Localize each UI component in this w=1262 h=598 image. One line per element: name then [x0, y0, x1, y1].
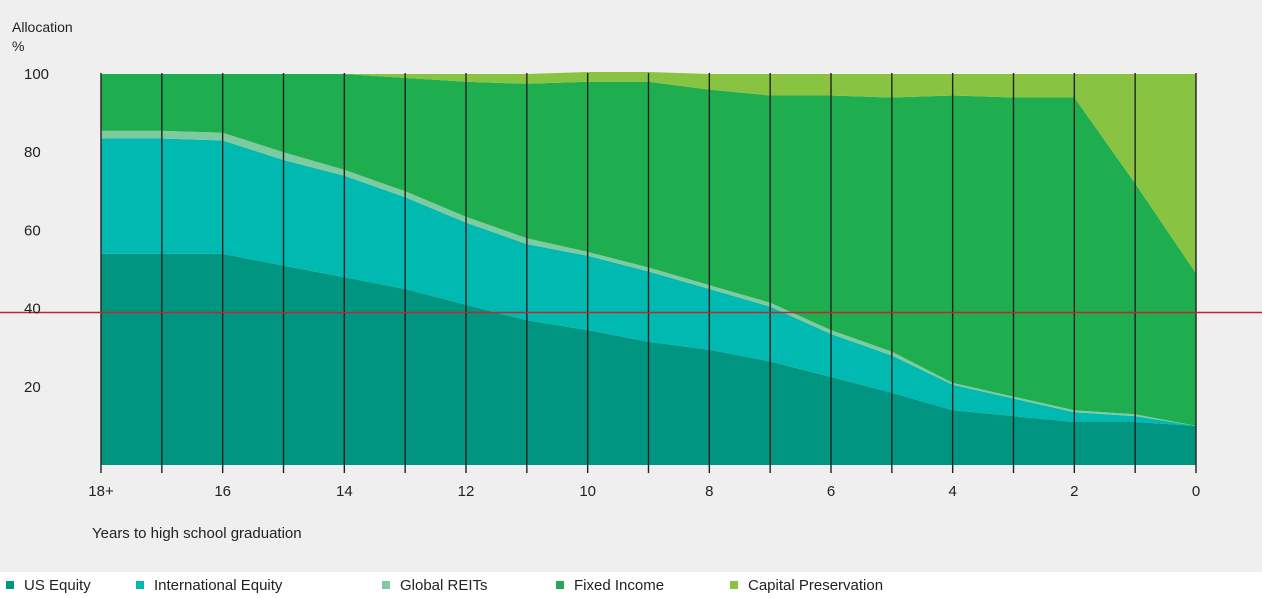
y-tick-label-100: 100	[24, 66, 49, 83]
x-tick-label-6: 6	[827, 483, 835, 500]
y-tick-label-40: 40	[24, 301, 41, 318]
y-tick-label-80: 80	[24, 144, 41, 161]
x-tick-label-2: 2	[1070, 483, 1078, 500]
x-tick-label-14: 14	[336, 483, 353, 500]
legend-label-fixed-income: Fixed Income	[574, 576, 665, 594]
x-tick-label-4: 4	[948, 483, 956, 500]
x-axis-tick-labels: 18+ 16 14 12 10 8 6 4 2 0	[88, 483, 1200, 500]
legend-label-international-equity: International Equity	[154, 576, 283, 594]
vertical-gridlines	[100, 73, 1197, 473]
legend-label-global-reits: Global REITs	[400, 576, 488, 594]
x-tick-label-16: 16	[214, 483, 231, 500]
y-axis-label-line2: %	[12, 38, 24, 54]
y-axis-label-line1: Allocation	[12, 19, 73, 35]
y-axis-tick-labels: 20 40 60 80 100	[24, 66, 49, 396]
legend-item-global-reits: Global REITs	[382, 577, 556, 594]
legend-item-us-equity: US Equity	[6, 577, 136, 594]
legend: US Equity International Equity Global RE…	[6, 575, 970, 595]
legend-swatch-fixed-income	[556, 581, 564, 589]
area-capital-preservation	[101, 72, 1196, 274]
x-tick-label-12: 12	[458, 483, 475, 500]
legend-swatch-international-equity	[136, 581, 144, 589]
y-tick-label-60: 60	[24, 222, 41, 239]
legend-item-capital-preservation: Capital Preservation	[730, 577, 970, 594]
legend-label-capital-preservation: Capital Preservation	[748, 576, 884, 594]
x-tick-label-10: 10	[579, 483, 596, 500]
legend-swatch-global-reits	[382, 581, 390, 589]
x-axis-label: Years to high school graduation	[92, 525, 302, 542]
x-tick-label-0: 0	[1192, 483, 1200, 500]
legend-item-fixed-income: Fixed Income	[556, 577, 730, 594]
legend-swatch-capital-preservation	[730, 581, 738, 589]
legend-label-us-equity: US Equity	[24, 576, 91, 594]
legend-swatch-us-equity	[6, 581, 14, 589]
x-tick-label-8: 8	[705, 483, 713, 500]
x-tick-label-18-: 18+	[88, 483, 114, 500]
legend-item-international-equity: International Equity	[136, 577, 382, 594]
y-tick-label-20: 20	[24, 379, 41, 396]
